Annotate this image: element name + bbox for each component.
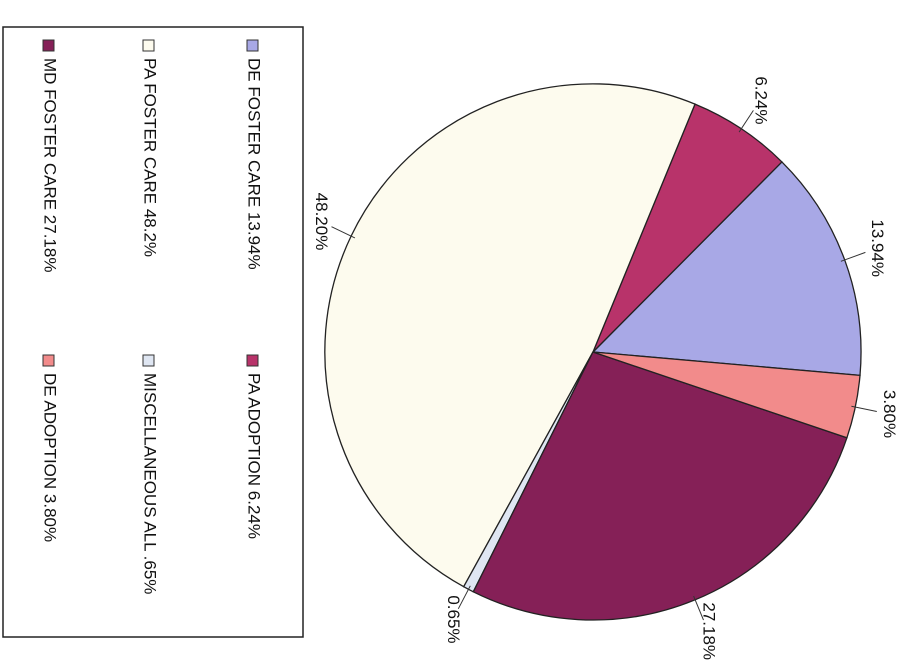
- legend-swatch: [246, 354, 259, 367]
- legend-label: PA FOSTER CARE 48.2%: [141, 58, 160, 257]
- slice-label: 48.20%: [312, 193, 331, 251]
- legend: DE FOSTER CARE 13.94% PA ADOPTION 6.24% PA…: [41, 39, 264, 594]
- leader-line: [693, 595, 704, 621]
- legend-label: DE FOSTER CARE 13.94%: [245, 58, 264, 270]
- leader-line: [457, 585, 471, 610]
- legend-box: [2, 26, 304, 638]
- slice-label: 6.24%: [752, 76, 771, 124]
- legend-label: DE ADOPTION 3.80%: [41, 373, 60, 542]
- legend-swatch: [142, 354, 155, 367]
- legend-label: MISCELLANEOUS ALL .65%: [141, 373, 160, 594]
- legend-swatch: [42, 354, 55, 367]
- slice-label: 3.80%: [880, 390, 899, 438]
- slice-labels: 13.94% 6.24% 48.20% 0.65% 27.18% 3.80%: [312, 76, 899, 660]
- leader-line: [840, 251, 866, 262]
- leader-line: [331, 226, 356, 239]
- legend-swatch: [42, 39, 55, 52]
- legend-label: MD FOSTER CARE 27.18%: [41, 58, 60, 272]
- leader-line: [738, 110, 754, 133]
- leader-lines: [331, 110, 877, 621]
- leader-line: [851, 405, 877, 412]
- legend-swatch: [142, 39, 155, 52]
- slice-label: 27.18%: [700, 602, 719, 660]
- legend-label: PA ADOPTION 6.24%: [245, 373, 264, 539]
- slice-label: 0.65%: [444, 595, 463, 643]
- legend-swatch: [246, 39, 259, 52]
- slice-label: 13.94%: [868, 219, 887, 277]
- pie-slices: [324, 83, 862, 621]
